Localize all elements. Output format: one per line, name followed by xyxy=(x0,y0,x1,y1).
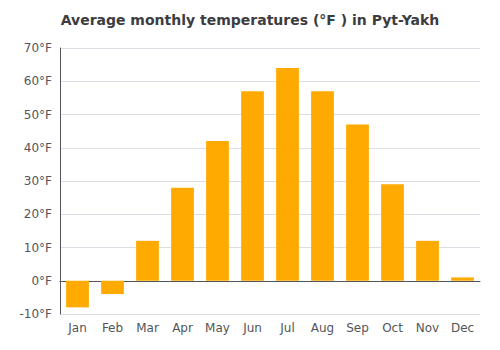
svg-text:70°F: 70°F xyxy=(24,41,52,55)
svg-text:Dec: Dec xyxy=(451,321,474,335)
svg-text:10°F: 10°F xyxy=(24,241,52,255)
svg-text:40°F: 40°F xyxy=(24,141,52,155)
svg-text:Feb: Feb xyxy=(102,321,123,335)
svg-text:May: May xyxy=(205,321,230,335)
svg-text:50°F: 50°F xyxy=(24,108,52,122)
svg-text:Mar: Mar xyxy=(136,321,159,335)
svg-text:Oct: Oct xyxy=(382,321,403,335)
svg-text:-10°F: -10°F xyxy=(19,307,52,321)
svg-text:Apr: Apr xyxy=(172,321,193,335)
svg-text:60°F: 60°F xyxy=(24,74,52,88)
svg-text:Jun: Jun xyxy=(242,321,262,335)
svg-text:Sep: Sep xyxy=(346,321,369,335)
svg-text:20°F: 20°F xyxy=(24,207,52,221)
svg-text:Aug: Aug xyxy=(311,321,334,335)
svg-text:Jan: Jan xyxy=(67,321,87,335)
svg-text:Average monthly temperatures (: Average monthly temperatures (°F ) in Py… xyxy=(61,12,440,28)
svg-text:0°F: 0°F xyxy=(31,274,52,288)
svg-text:Nov: Nov xyxy=(416,321,439,335)
svg-text:30°F: 30°F xyxy=(24,174,52,188)
svg-text:Jul: Jul xyxy=(279,321,294,335)
